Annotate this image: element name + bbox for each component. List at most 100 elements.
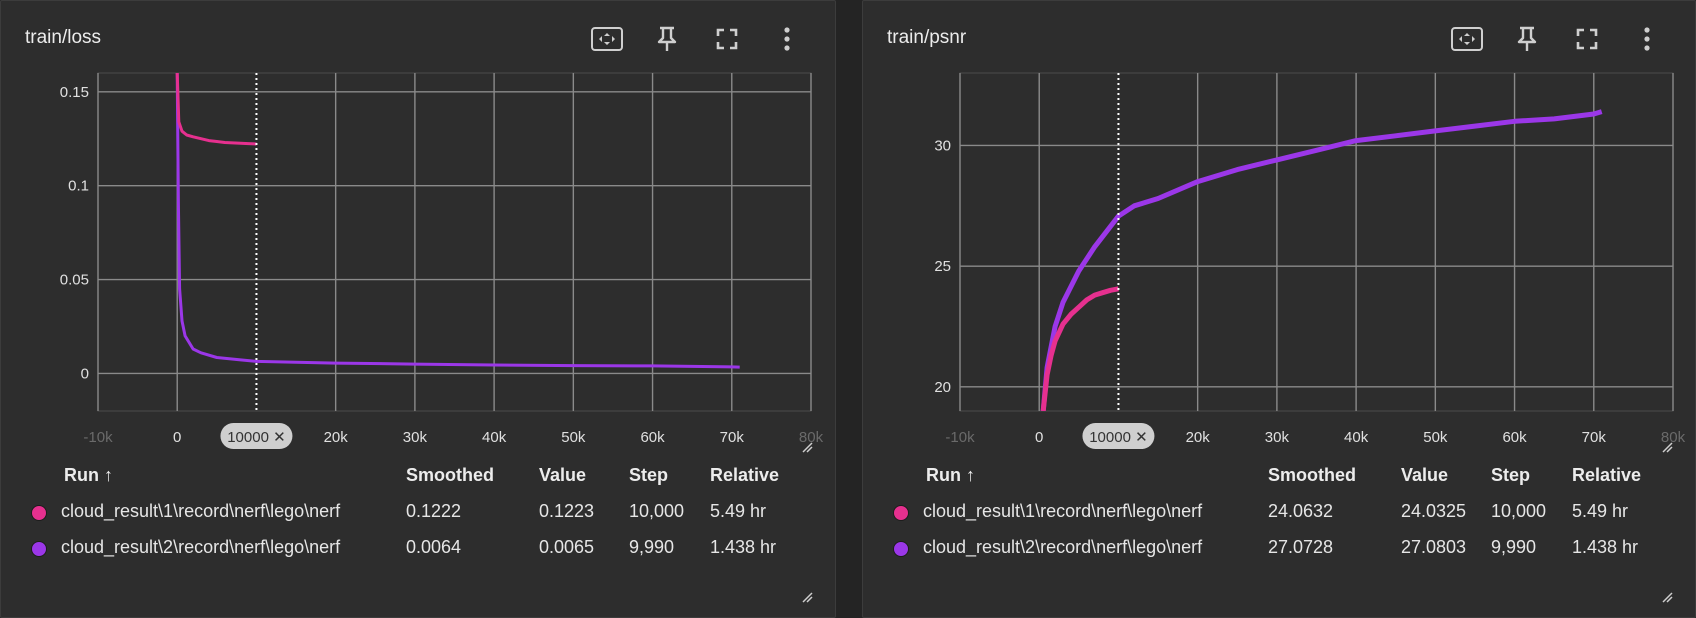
fit-domain-button[interactable] xyxy=(577,21,637,57)
smoothed-value: 0.0064 xyxy=(406,537,462,557)
more-options-button[interactable] xyxy=(1617,21,1677,57)
step-cursor-chip xyxy=(220,423,293,449)
resize-handle-icon[interactable] xyxy=(1661,441,1673,453)
plot-area xyxy=(97,72,812,412)
x-tick-label: 60k xyxy=(640,429,665,446)
raw-value: 24.0325 xyxy=(1401,501,1467,521)
x-tick-label: 60k xyxy=(1502,429,1527,446)
step-column-header[interactable]: Step xyxy=(629,465,669,485)
x-tick-label: -10k xyxy=(83,429,113,446)
pin-button[interactable] xyxy=(1497,21,1557,57)
x-tick-label: 10000 ✕ xyxy=(1089,429,1147,446)
smoothed-column-header[interactable]: Smoothed xyxy=(406,465,494,485)
y-tick-label: 0.1 xyxy=(68,178,89,195)
relative-value: 1.438 hr xyxy=(710,537,777,557)
legend-row: cloud_result\2\record\nerf\lego\nerf 27.… xyxy=(863,533,1695,563)
x-tick-label: 80k xyxy=(799,429,824,446)
step-value: 10,000 xyxy=(629,501,685,521)
relative-value: 5.49 hr xyxy=(1572,501,1629,521)
fullscreen-button[interactable] xyxy=(1557,21,1617,57)
x-tick-label: 0 xyxy=(1035,429,1043,446)
card-title: train/loss xyxy=(25,27,102,48)
more-vert-icon xyxy=(784,27,790,51)
plot-area xyxy=(959,72,1674,412)
raw-value: 27.0803 xyxy=(1401,537,1467,557)
y-tick-label: 30 xyxy=(934,137,951,154)
series-line xyxy=(175,73,740,369)
smoothed-column-header[interactable]: Smoothed xyxy=(1268,465,1356,485)
relative-column-header[interactable]: Relative xyxy=(1572,465,1642,485)
series-line xyxy=(175,73,257,146)
more-vert-icon xyxy=(1644,27,1650,51)
run-color-swatch xyxy=(893,541,909,557)
card-toolbar xyxy=(1437,21,1677,57)
step-value: 9,990 xyxy=(1491,537,1537,557)
x-tick-label: 80k xyxy=(1661,429,1686,446)
y-tick-label: 20 xyxy=(934,379,951,396)
chart-card-loss: train/loss -10k 0 10000 ✕ 20k 30k 40k 50k 60k 70… xyxy=(0,0,836,618)
run-name: cloud_result\1\record\nerf\lego\nerf xyxy=(61,501,341,521)
step-column-header[interactable]: Step xyxy=(1491,465,1531,485)
run-name: cloud_result\2\record\nerf\lego\nerf xyxy=(61,537,341,557)
psnr-chart[interactable]: -10k 0 10000 ✕ 20k 30k 40k 50k 60k 70k 80k 20 25 30 xyxy=(863,71,1696,451)
pin-icon xyxy=(657,26,677,51)
run-column-header[interactable]: Run ↑ xyxy=(64,465,113,485)
pin-icon xyxy=(1517,26,1537,51)
card-toolbar xyxy=(577,21,817,57)
smoothed-value: 27.0728 xyxy=(1268,537,1334,557)
x-tick-label: 70k xyxy=(1582,429,1607,446)
value-column-header[interactable]: Value xyxy=(1401,465,1449,485)
series-line xyxy=(1040,286,1119,411)
y-tick-label: 0.15 xyxy=(60,84,89,101)
step-value: 9,990 xyxy=(629,537,675,557)
fit-domain-icon xyxy=(1451,27,1483,51)
x-tick-label: 30k xyxy=(403,429,428,446)
run-color-swatch xyxy=(31,505,47,521)
run-color-swatch xyxy=(893,505,909,521)
raw-value: 0.1223 xyxy=(539,501,595,521)
series-line xyxy=(1040,109,1603,411)
relative-value: 1.438 hr xyxy=(1572,537,1639,557)
x-tick-label: 20k xyxy=(1186,429,1211,446)
legend-row: cloud_result\1\record\nerf\lego\nerf 0.1… xyxy=(1,497,835,527)
x-tick-label: 20k xyxy=(324,429,349,446)
x-tick-label: 10000 ✕ xyxy=(227,429,285,446)
resize-handle-icon[interactable] xyxy=(801,591,813,603)
x-tick-label: 40k xyxy=(482,429,507,446)
pin-button[interactable] xyxy=(637,21,697,57)
card-title: train/psnr xyxy=(887,27,967,48)
legend-header: Run ↑ Smoothed Value Step Relative xyxy=(863,461,1695,491)
legend-row: cloud_result\1\record\nerf\lego\nerf 24.… xyxy=(863,497,1695,527)
x-tick-label: 50k xyxy=(1423,429,1448,446)
x-tick-label: 40k xyxy=(1344,429,1369,446)
run-column-header[interactable]: Run ↑ xyxy=(926,465,975,485)
chart-card-psnr: train/psnr -10k 0 10000 ✕ 20k 30k 40k 50k 60k 70… xyxy=(862,0,1696,618)
x-tick-label: -10k xyxy=(945,429,975,446)
fit-domain-button[interactable] xyxy=(1437,21,1497,57)
y-tick-label: 25 xyxy=(934,258,951,275)
x-tick-label: 70k xyxy=(720,429,745,446)
y-tick-label: 0 xyxy=(81,365,89,382)
loss-chart[interactable]: -10k 0 10000 ✕ 20k 30k 40k 50k 60k 70k 80k 0 0.05 0.… xyxy=(1,71,837,451)
more-options-button[interactable] xyxy=(757,21,817,57)
x-tick-label: 50k xyxy=(561,429,586,446)
x-tick-label: 30k xyxy=(1265,429,1290,446)
resize-handle-icon[interactable] xyxy=(801,441,813,453)
fullscreen-button[interactable] xyxy=(697,21,757,57)
step-cursor-chip xyxy=(1082,423,1155,449)
legend-header: Run ↑ Smoothed Value Step Relative xyxy=(1,461,835,491)
smoothed-value: 0.1222 xyxy=(406,501,462,521)
value-column-header[interactable]: Value xyxy=(539,465,587,485)
run-name: cloud_result\1\record\nerf\lego\nerf xyxy=(923,501,1203,521)
relative-column-header[interactable]: Relative xyxy=(710,465,780,485)
fullscreen-icon xyxy=(716,28,738,50)
x-tick-label: 0 xyxy=(173,429,181,446)
relative-value: 5.49 hr xyxy=(710,501,767,521)
fit-domain-icon xyxy=(591,27,623,51)
legend-row: cloud_result\2\record\nerf\lego\nerf 0.0… xyxy=(1,533,835,563)
resize-handle-icon[interactable] xyxy=(1661,591,1673,603)
run-color-swatch xyxy=(31,541,47,557)
run-name: cloud_result\2\record\nerf\lego\nerf xyxy=(923,537,1203,557)
y-tick-label: 0.05 xyxy=(60,272,89,289)
smoothed-value: 24.0632 xyxy=(1268,501,1334,521)
